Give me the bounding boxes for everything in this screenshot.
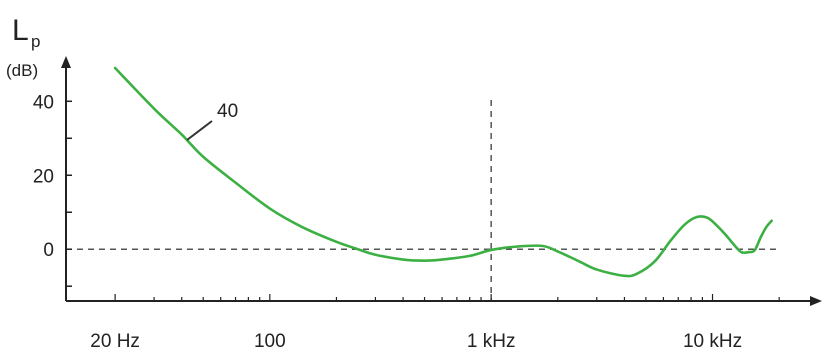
reference-lines (66, 100, 778, 301)
tick-labels: 40 20 0 20 Hz 100 1 kHz 10 kHz (33, 92, 742, 352)
x-tick-label: 1 kHz (467, 331, 516, 352)
y-tick-label: 0 (43, 240, 54, 261)
labels: L p (dB) 40 (6, 14, 238, 141)
y-axis-unit: (dB) (6, 61, 38, 80)
x-tick-label: 20 Hz (90, 331, 140, 352)
series-line-40-phon (113, 66, 773, 278)
y-axis-label-main: L (12, 14, 29, 47)
y-tick-label: 20 (33, 166, 54, 187)
y-axis-label-subscript: p (31, 32, 40, 51)
y-tick-label: 40 (33, 92, 54, 113)
x-tick-label: 100 (254, 331, 286, 352)
series-layer (113, 66, 773, 278)
axes (61, 56, 822, 306)
x-tick-label: 10 kHz (683, 331, 742, 352)
curve-label: 40 (217, 101, 238, 122)
x-axis-arrow (810, 296, 822, 306)
y-axis-arrow (61, 56, 71, 68)
curve-label-leader (186, 120, 213, 141)
